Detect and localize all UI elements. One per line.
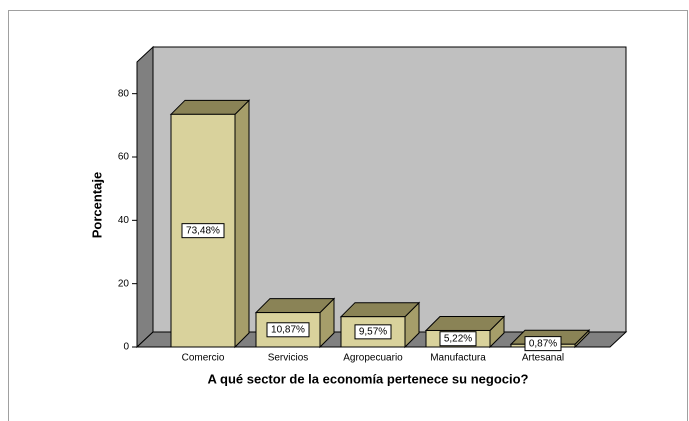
y-tick-label: 40 (118, 215, 130, 226)
value-label-box (354, 324, 392, 340)
bar-top (339, 302, 421, 318)
bar-side (234, 99, 250, 349)
value-label: 0,87% (529, 338, 557, 349)
y-axis-label: Porcentaje (89, 172, 104, 238)
x-tick-label: Comercio (182, 353, 225, 364)
value-label-box (524, 336, 562, 352)
x-tick-label: Servicios (268, 353, 309, 364)
value-label: 10,87% (271, 324, 305, 335)
y-tick-label: 60 (118, 152, 130, 163)
value-label: 73,48% (186, 225, 220, 236)
bar-top (424, 315, 506, 331)
x-tick-label: Manufactura (430, 353, 486, 364)
bar-top (169, 99, 251, 115)
bar-top (254, 298, 336, 314)
x-tick-label: Artesanal (522, 353, 564, 364)
y-tick-label: 80 (118, 88, 130, 99)
value-label: 5,22% (444, 333, 472, 344)
side-wall (136, 45, 154, 349)
value-label-box (266, 322, 310, 338)
x-tick-label: Agropecuario (343, 353, 403, 364)
value-label: 9,57% (359, 326, 387, 337)
y-tick-label: 20 (118, 278, 130, 289)
value-label-box (181, 223, 225, 239)
x-axis-label: A qué sector de la economía pertenece su… (208, 371, 529, 386)
value-label-box (439, 331, 477, 347)
y-tick-label: 0 (123, 342, 129, 353)
